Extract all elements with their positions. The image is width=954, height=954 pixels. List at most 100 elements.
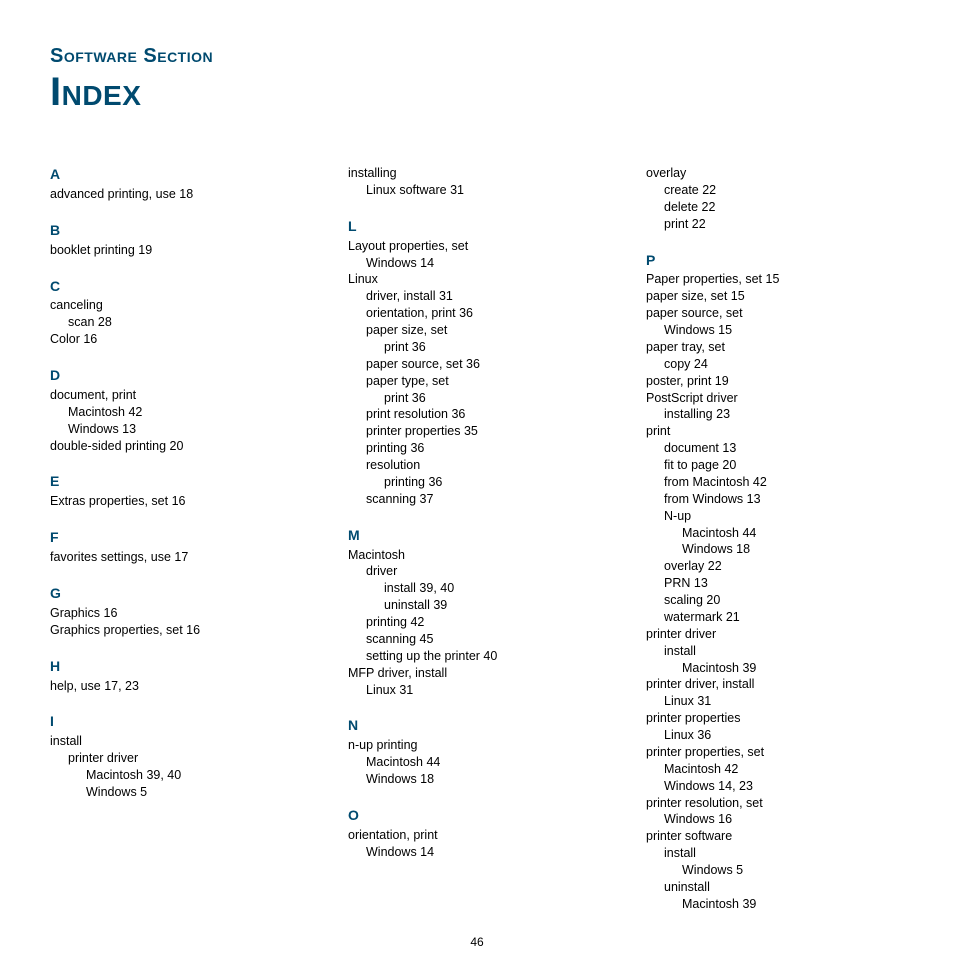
index-letter: G	[50, 584, 308, 603]
index-entry: orientation, print	[348, 827, 606, 844]
index-letter: P	[646, 251, 904, 270]
index-letter: D	[50, 366, 308, 385]
index-entry: n-up printing	[348, 737, 606, 754]
index-entry: paper size, set 15	[646, 288, 904, 305]
index-entry: Linux 31	[646, 693, 904, 710]
index-entry: paper source, set	[646, 305, 904, 322]
index-entry: Windows 5	[646, 862, 904, 879]
index-entry: Macintosh 44	[348, 754, 606, 771]
index-entry: print 36	[348, 390, 606, 407]
index-entry: Windows 13	[50, 421, 308, 438]
index-entry: driver	[348, 563, 606, 580]
index-entry: print	[646, 423, 904, 440]
index-entry: orientation, print 36	[348, 305, 606, 322]
index-entry: overlay 22	[646, 558, 904, 575]
index-entry: paper type, set	[348, 373, 606, 390]
index-entry: double-sided printing 20	[50, 438, 308, 455]
index-entry: printing 36	[348, 474, 606, 491]
index-entry: Linux	[348, 271, 606, 288]
index-entry: paper source, set 36	[348, 356, 606, 373]
index-entry: paper tray, set	[646, 339, 904, 356]
index-letter: C	[50, 277, 308, 296]
index-entry: from Macintosh 42	[646, 474, 904, 491]
index-entry: uninstall 39	[348, 597, 606, 614]
index-entry: Windows 18	[348, 771, 606, 788]
index-entry: PostScript driver	[646, 390, 904, 407]
index-entry: advanced printing, use 18	[50, 186, 308, 203]
index-letter: I	[50, 712, 308, 731]
index-entry: scan 28	[50, 314, 308, 331]
index-letter: O	[348, 806, 606, 825]
main-title: Index	[50, 70, 904, 115]
index-entry: resolution	[348, 457, 606, 474]
page-number: 46	[50, 935, 904, 949]
index-entry: Layout properties, set	[348, 238, 606, 255]
index-entry: delete 22	[646, 199, 904, 216]
index-entry: canceling	[50, 297, 308, 314]
index-entry: Windows 16	[646, 811, 904, 828]
index-letter: E	[50, 472, 308, 491]
index-column-1: Aadvanced printing, use 18Bbooklet print…	[50, 165, 308, 913]
index-letter: N	[348, 716, 606, 735]
index-column-2: installingLinux software 31 L Layout prope…	[348, 165, 606, 913]
index-entry: Windows 15	[646, 322, 904, 339]
index-entry: installing 23	[646, 406, 904, 423]
index-entry: printer properties 35	[348, 423, 606, 440]
index-entry: Windows 14	[348, 255, 606, 272]
index-entry: create 22	[646, 182, 904, 199]
index-letter: L	[348, 217, 606, 236]
index-entry: printer software	[646, 828, 904, 845]
index-columns: Aadvanced printing, use 18Bbooklet print…	[50, 165, 904, 913]
index-entry: Graphics 16	[50, 605, 308, 622]
index-entry: printer resolution, set	[646, 795, 904, 812]
index-entry: print resolution 36	[348, 406, 606, 423]
index-entry: scanning 45	[348, 631, 606, 648]
index-entry: print 22	[646, 216, 904, 233]
index-entry: printing 42	[348, 614, 606, 631]
index-entry: copy 24	[646, 356, 904, 373]
index-entry: Macintosh 42	[646, 761, 904, 778]
index-entry: installing	[348, 165, 606, 182]
index-entry: Linux software 31	[348, 182, 606, 199]
index-entry: favorites settings, use 17	[50, 549, 308, 566]
index-entry: Windows 5	[50, 784, 308, 801]
index-entry: Linux 36	[646, 727, 904, 744]
index-entry: Macintosh 42	[50, 404, 308, 421]
index-entry: poster, print 19	[646, 373, 904, 390]
index-entry: from Windows 13	[646, 491, 904, 508]
index-entry: print 36	[348, 339, 606, 356]
index-entry: Paper properties, set 15	[646, 271, 904, 288]
index-entry: Windows 14	[348, 844, 606, 861]
index-entry: install 39, 40	[348, 580, 606, 597]
index-entry: install	[646, 643, 904, 660]
index-entry: uninstall	[646, 879, 904, 896]
index-entry: install	[50, 733, 308, 750]
index-entry: printer properties, set	[646, 744, 904, 761]
index-entry: printer driver	[50, 750, 308, 767]
index-entry: Macintosh 39, 40	[50, 767, 308, 784]
index-letter: A	[50, 165, 308, 184]
index-letter: F	[50, 528, 308, 547]
index-entry: printing 36	[348, 440, 606, 457]
index-entry: Windows 14, 23	[646, 778, 904, 795]
index-entry: Color 16	[50, 331, 308, 348]
index-letter: B	[50, 221, 308, 240]
index-entry: setting up the printer 40	[348, 648, 606, 665]
index-entry: Macintosh 39	[646, 660, 904, 677]
index-column-3: overlaycreate 22delete 22print 22 PPaper …	[646, 165, 904, 913]
index-entry: printer driver, install	[646, 676, 904, 693]
index-entry: printer properties	[646, 710, 904, 727]
index-entry: overlay	[646, 165, 904, 182]
index-entry: install	[646, 845, 904, 862]
index-entry: driver, install 31	[348, 288, 606, 305]
index-entry: document 13	[646, 440, 904, 457]
index-letter: M	[348, 526, 606, 545]
index-entry: Macintosh 44	[646, 525, 904, 542]
index-entry: MFP driver, install	[348, 665, 606, 682]
index-letter: H	[50, 657, 308, 676]
index-entry: scaling 20	[646, 592, 904, 609]
index-entry: paper size, set	[348, 322, 606, 339]
index-entry: document, print	[50, 387, 308, 404]
index-entry: printer driver	[646, 626, 904, 643]
index-entry: PRN 13	[646, 575, 904, 592]
